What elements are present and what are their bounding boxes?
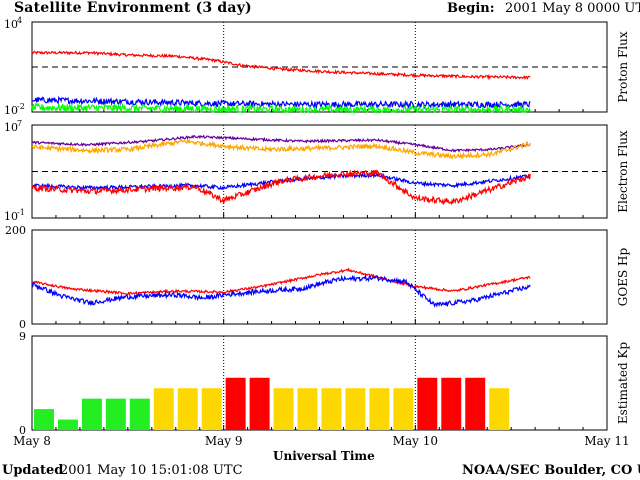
credit-label: NOAA/SEC Boulder, CO USA — [462, 463, 640, 478]
kp-bar — [345, 388, 366, 430]
kp-bar — [465, 377, 486, 430]
electron-series-line-3 — [31, 171, 531, 191]
begin-label: Begin: — [447, 1, 495, 16]
kp-bar — [489, 388, 510, 430]
proton-series-line-1 — [31, 50, 531, 81]
kp-bar — [321, 388, 342, 430]
kp-bar — [177, 388, 198, 430]
kp-bar — [441, 377, 462, 430]
kp-bar — [105, 398, 126, 430]
chart-title: Satellite Environment (3 day) — [14, 0, 252, 16]
proton-y-axis-label: Proton Flux — [616, 31, 630, 103]
x-tick-label: May 8 — [13, 434, 51, 448]
electron-y-tick-exponent: 7 — [17, 119, 22, 128]
kp-bar — [369, 388, 390, 430]
kp-bar — [393, 388, 414, 430]
updated-label: Updated — [2, 463, 64, 478]
proton-series-line-3 — [31, 102, 531, 115]
proton-y-tick-label: 10 — [4, 104, 18, 117]
kp-y-tick-label: 0 — [19, 424, 26, 437]
kp-bar — [34, 409, 54, 430]
kp-panel: 9 0 Estimated Kp — [19, 330, 630, 437]
kp-bar — [201, 388, 222, 430]
electron-frame — [31, 124, 608, 219]
electron-y-axis-label: Electron Flux — [616, 130, 630, 213]
electron-y-tick-label: 10 — [4, 210, 18, 223]
updated-value: 2001 May 10 15:01:08 UTC — [60, 463, 243, 478]
kp-y-tick-label: 9 — [19, 330, 26, 343]
goes_hp-y-axis-label: GOES Hp — [616, 248, 630, 307]
electron-y-tick-exponent: -1 — [17, 208, 25, 217]
x-tick-label: May 11 — [584, 434, 629, 448]
electron-panel: 10 710 -1 Electron Flux — [4, 119, 630, 223]
goes_hp-panel: 200 0 GOES Hp — [5, 224, 630, 331]
goes_hp-series-line-2 — [31, 273, 531, 308]
electron-series-line-2 — [31, 137, 531, 160]
kp-bar — [81, 398, 102, 430]
proton-y-tick-exponent: 4 — [17, 16, 22, 25]
proton-y-tick-exponent: -2 — [17, 102, 25, 111]
electron-series-line-4 — [31, 169, 531, 206]
x-tick-label: May 10 — [393, 434, 438, 448]
electron-series-line-1 — [31, 134, 531, 153]
proton-y-tick-label: 10 — [4, 18, 18, 31]
goes_hp-y-tick-label: 200 — [5, 224, 26, 237]
kp-bar — [153, 388, 174, 430]
kp-bar — [417, 377, 438, 430]
kp-y-axis-label: Estimated Kp — [616, 342, 630, 424]
kp-bar — [297, 388, 318, 430]
electron-y-tick-label: 10 — [4, 121, 18, 134]
kp-bar — [129, 398, 150, 430]
goes_hp-y-tick-label: 0 — [19, 318, 26, 331]
goes_hp-frame — [31, 229, 608, 325]
kp-bar — [225, 377, 246, 430]
kp-bar — [249, 377, 270, 430]
x-axis-title: Universal Time — [273, 449, 375, 463]
goes_hp-series-line-1 — [32, 267, 531, 296]
proton-frame — [31, 21, 608, 113]
x-tick-label: May 9 — [205, 434, 243, 448]
kp-bar — [273, 388, 294, 430]
begin-value: 2001 May 8 0000 UTC — [505, 1, 640, 16]
kp-bar — [57, 419, 78, 430]
